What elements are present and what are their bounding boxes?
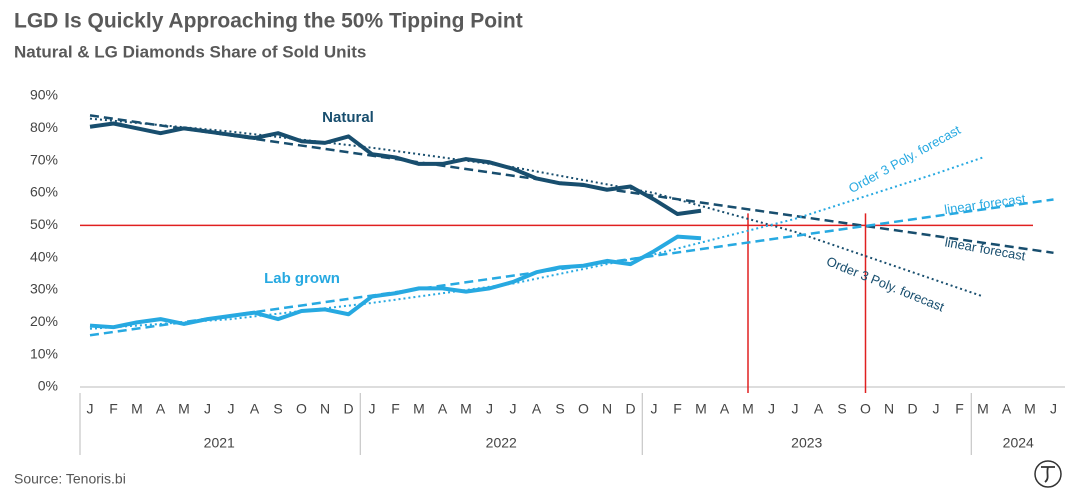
y-tick-label: 70% <box>30 151 58 167</box>
logo <box>1034 460 1062 488</box>
x-tick-label: J <box>933 401 940 417</box>
trendline <box>89 117 984 298</box>
x-tick-label: S <box>555 401 564 417</box>
x-group-label: 2021 <box>204 435 235 451</box>
y-tick-label: 0% <box>38 378 58 394</box>
series-label: Natural <box>322 109 374 126</box>
x-tick-label: J <box>1050 401 1057 417</box>
y-tick-label: 50% <box>30 216 58 232</box>
x-tick-label: M <box>977 401 989 417</box>
x-tick-label: F <box>109 401 118 417</box>
x-tick-label: J <box>792 401 799 417</box>
trendline-label: linear forecast <box>944 234 1027 263</box>
x-tick-label: N <box>320 401 330 417</box>
source: Source: Tenoris.bi <box>14 471 126 487</box>
x-tick-label: A <box>250 401 260 417</box>
x-tick-label: S <box>837 401 846 417</box>
x-tick-label: O <box>860 401 871 417</box>
x-tick-label: D <box>625 401 635 417</box>
x-tick-label: J <box>204 401 211 417</box>
x-tick-label: J <box>228 401 235 417</box>
x-tick-label: D <box>343 401 353 417</box>
x-tick-label: A <box>532 401 542 417</box>
x-tick-label: M <box>413 401 425 417</box>
x-tick-label: J <box>651 401 658 417</box>
x-tick-label: A <box>720 401 730 417</box>
x-tick-label: J <box>768 401 775 417</box>
y-tick-label: 60% <box>30 184 58 200</box>
x-tick-label: F <box>391 401 400 417</box>
x-tick-label: M <box>131 401 143 417</box>
x-tick-label: A <box>814 401 824 417</box>
x-tick-label: N <box>602 401 612 417</box>
series-line <box>89 121 702 217</box>
x-tick-label: A <box>1002 401 1012 417</box>
y-tick-label: 10% <box>30 345 58 361</box>
x-tick-label: A <box>438 401 448 417</box>
x-tick-label: A <box>156 401 166 417</box>
x-tick-label: F <box>955 401 964 417</box>
y-tick-label: 20% <box>30 313 58 329</box>
x-group-label: 2022 <box>486 435 517 451</box>
x-tick-label: J <box>87 401 94 417</box>
trendline-label: linear forecast <box>943 191 1026 217</box>
x-tick-label: M <box>695 401 707 417</box>
chart-subtitle: Natural & LG Diamonds Share of Sold Unit… <box>14 42 366 61</box>
y-tick-label: 80% <box>30 119 58 135</box>
y-tick-label: 90% <box>30 87 58 103</box>
x-group-label: 2023 <box>791 435 822 451</box>
y-tick-label: 40% <box>30 248 58 264</box>
series-label: Lab grown <box>264 270 340 287</box>
x-tick-label: J <box>510 401 517 417</box>
x-tick-label: S <box>273 401 282 417</box>
x-tick-label: F <box>673 401 682 417</box>
x-tick-label: M <box>460 401 472 417</box>
x-tick-label: D <box>907 401 917 417</box>
y-tick-label: 30% <box>30 281 58 297</box>
x-tick-label: M <box>1024 401 1036 417</box>
chart-title: LGD Is Quickly Approaching the 50% Tippi… <box>14 10 523 33</box>
trendline-label: Order 3 Poly. forecast <box>846 122 963 196</box>
x-tick-label: O <box>578 401 589 417</box>
x-tick-label: M <box>742 401 754 417</box>
x-tick-label: J <box>486 401 493 417</box>
x-tick-label: M <box>178 401 190 417</box>
x-tick-label: N <box>884 401 894 417</box>
x-group-label: 2024 <box>1003 435 1034 451</box>
x-tick-label: J <box>369 401 376 417</box>
series-line <box>89 234 702 330</box>
x-tick-label: O <box>296 401 307 417</box>
